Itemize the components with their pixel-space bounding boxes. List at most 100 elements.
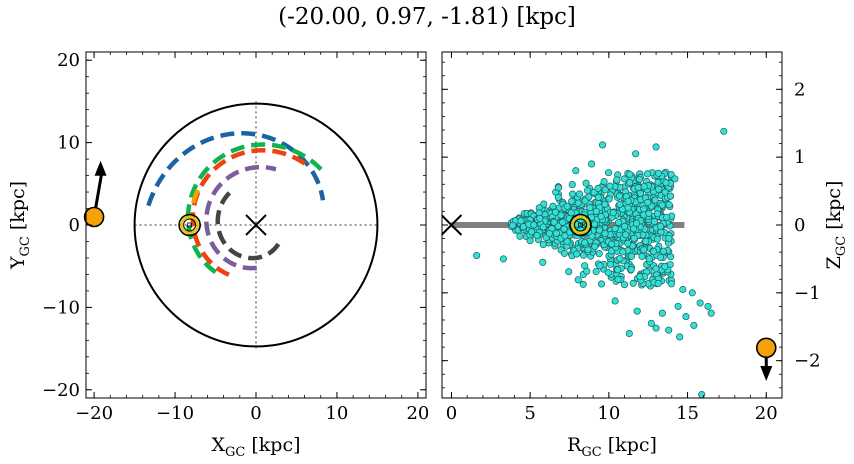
data-point [627, 252, 636, 260]
y-axis-label: YGC [kpc] [7, 181, 33, 270]
data-point [594, 193, 602, 201]
sun-gold-ring [571, 215, 590, 235]
data-point-outlier [707, 309, 715, 317]
data-point-outlier [679, 285, 687, 294]
data-point-outlier [572, 167, 580, 175]
sun-inner-ring [183, 218, 197, 232]
data-point [586, 204, 594, 212]
data-point [552, 229, 560, 237]
data-point-outlier [674, 302, 682, 310]
data-point [667, 280, 675, 288]
data-point [568, 197, 576, 205]
data-point [650, 247, 658, 256]
data-point [613, 176, 621, 184]
data-point [551, 208, 560, 216]
data-point [665, 234, 673, 242]
data-point [657, 253, 665, 261]
data-point [614, 266, 622, 274]
data-point-outlier [698, 391, 706, 398]
y-tick-label: −1 [794, 283, 821, 304]
data-point [594, 184, 602, 192]
data-point [616, 200, 624, 208]
data-point [665, 201, 673, 209]
data-point [582, 179, 590, 187]
data-point [616, 255, 624, 263]
data-point-outlier [625, 329, 633, 338]
data-point-outlier [599, 141, 607, 149]
data-point-outlier [632, 150, 640, 158]
data-point-outlier [676, 333, 684, 341]
data-point [658, 201, 666, 209]
data-point [608, 240, 616, 248]
data-point [530, 221, 538, 229]
data-point-outlier [499, 255, 507, 263]
data-point [565, 268, 573, 276]
spiral-arm-red [190, 148, 308, 277]
data-point [584, 187, 592, 195]
data-point [652, 265, 660, 273]
sun-outer-ring [569, 213, 592, 237]
y-tick-label: 0 [794, 215, 805, 236]
x-tick-label: 10 [597, 403, 620, 424]
data-point [590, 220, 599, 228]
data-point [642, 237, 650, 245]
data-point [638, 252, 646, 260]
data-point [653, 210, 661, 218]
data-point [563, 202, 571, 210]
data-point [662, 179, 670, 187]
data-point [640, 182, 648, 191]
data-point [629, 279, 637, 287]
x-axis-label: XGC [kpc] [211, 434, 300, 460]
data-point [651, 196, 659, 204]
x-tick-label: −20 [75, 403, 113, 424]
data-point-outlier [633, 307, 641, 315]
data-point [635, 175, 644, 183]
data-point [568, 181, 576, 189]
data-point [573, 250, 581, 258]
observer-marker [755, 337, 777, 359]
data-point [620, 281, 629, 289]
data-point [636, 189, 644, 198]
data-point-outlier [665, 326, 673, 334]
data-point [536, 214, 544, 222]
data-point [539, 223, 547, 231]
data-point [640, 246, 648, 254]
data-point-outlier [611, 297, 619, 305]
data-point [621, 222, 629, 230]
data-point [601, 229, 609, 238]
data-point [624, 239, 632, 247]
sun-gold-ring [180, 215, 199, 235]
data-point [561, 232, 569, 240]
x-tick-label: 15 [676, 403, 699, 424]
data-point [606, 260, 614, 268]
data-point [644, 198, 652, 206]
data-point [579, 280, 587, 288]
y-tick-label: 10 [57, 133, 80, 154]
y-tick-label: 1 [794, 147, 805, 168]
data-point [596, 262, 604, 270]
data-point [604, 269, 612, 277]
y-tick-label: 2 [794, 79, 805, 100]
spiral-arm-blue [146, 131, 326, 207]
x-axis-label: RGC [kpc] [567, 434, 657, 460]
data-point [650, 218, 658, 226]
x-tick-label: −10 [156, 403, 194, 424]
data-point-outlier [696, 299, 704, 307]
y-tick-label: −2 [794, 351, 821, 372]
data-point [605, 169, 613, 177]
data-point [583, 267, 591, 275]
sun-center-marker [187, 222, 193, 228]
data-point [592, 267, 600, 276]
data-point [574, 276, 582, 284]
spiral-arm-purple [204, 164, 277, 271]
data-point [557, 211, 565, 219]
spiral-arm-orange [191, 184, 203, 204]
data-point [666, 192, 675, 200]
data-point [554, 193, 562, 201]
sun-outer-ring [178, 213, 201, 237]
figure-title: (-20.00, 0.97, -1.81) [kpc] [278, 4, 576, 30]
data-point [661, 263, 669, 271]
data-point [606, 182, 614, 190]
data-point [627, 265, 635, 273]
data-point [611, 225, 619, 233]
